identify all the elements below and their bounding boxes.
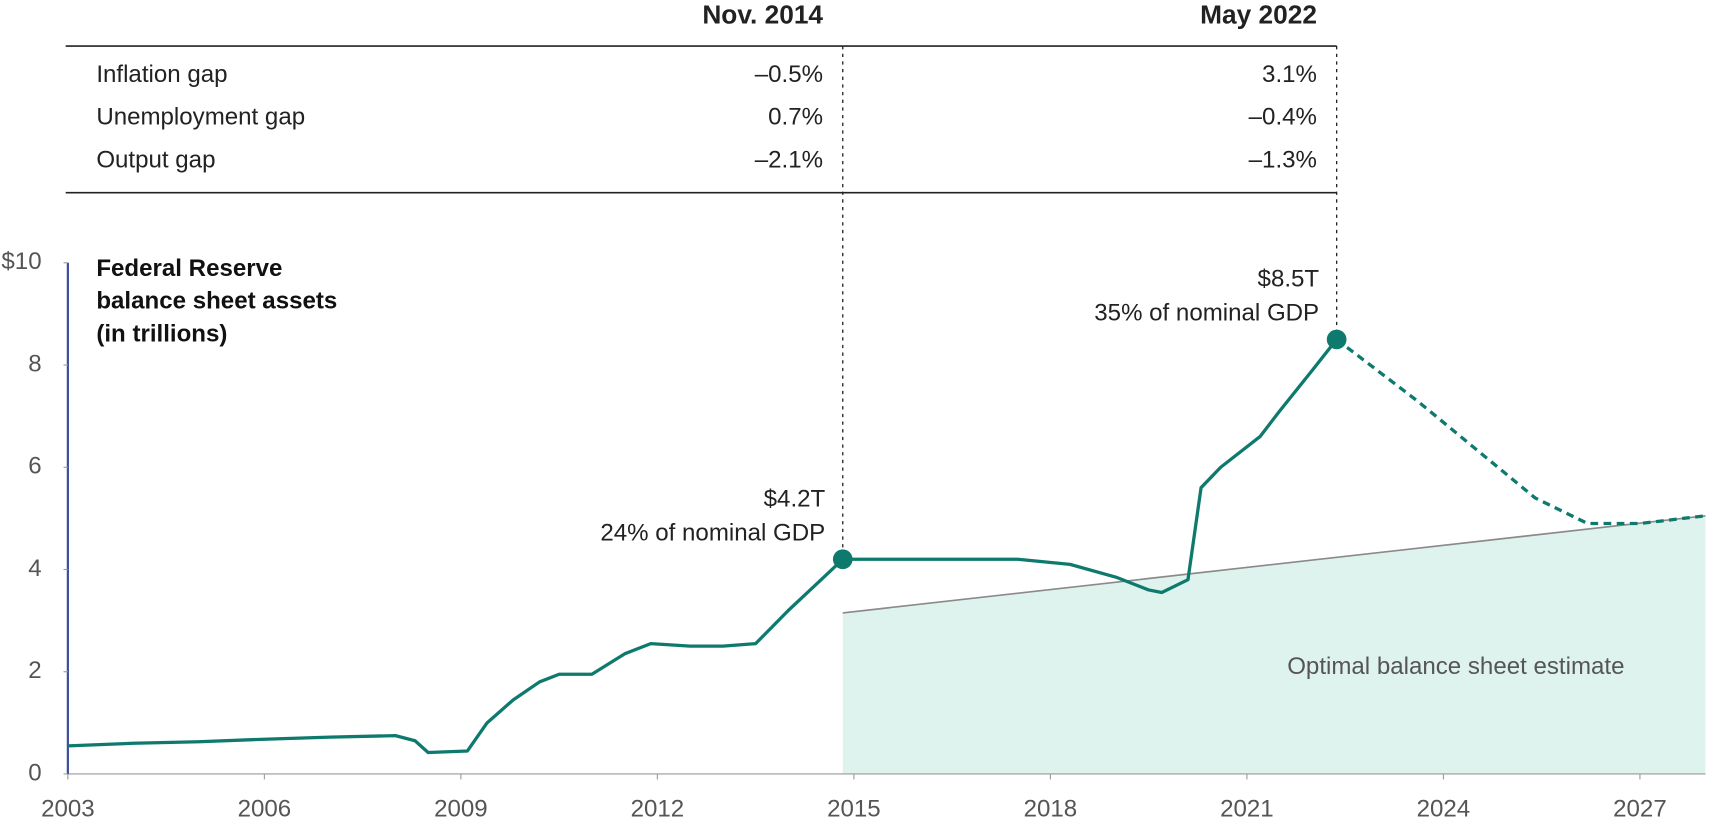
x-tick-label: 2003	[41, 795, 95, 820]
annotation: 24% of nominal GDP	[600, 519, 825, 546]
table-cell: –0.5%	[755, 61, 823, 88]
x-tick-label: 2015	[827, 795, 881, 820]
row-label: Inflation gap	[96, 61, 227, 88]
x-tick-label: 2009	[434, 795, 488, 820]
line	[1335, 338, 1706, 526]
y-tick-label: 0	[28, 759, 41, 786]
y-tick-label: 8	[28, 350, 41, 377]
annotation: 35% of nominal GDP	[1094, 300, 1319, 327]
y-tick-label: 2	[28, 657, 41, 684]
marker	[1326, 329, 1347, 350]
y-tick-label: 6	[28, 453, 41, 480]
y-tick-label: $10	[1, 248, 41, 275]
row-label: Output gap	[96, 146, 215, 173]
y-tick-label: 4	[28, 555, 41, 582]
x-tick-label: 2006	[238, 795, 292, 820]
x-tick-label: 2027	[1613, 795, 1667, 820]
table-cell: 0.7%	[768, 104, 823, 131]
table-cell: –2.1%	[755, 146, 823, 173]
table-header: Nov. 2014	[702, 0, 823, 29]
area-top-line	[842, 514, 1706, 614]
table-cell: 3.1%	[1262, 61, 1317, 88]
x-tick-label: 2021	[1220, 795, 1274, 820]
line	[67, 338, 1338, 755]
table-header: May 2022	[1200, 0, 1317, 29]
data-label: $8.5T	[1258, 266, 1320, 293]
area	[842, 515, 1706, 774]
table-cell: –1.3%	[1249, 146, 1317, 173]
data-label: $4.2T	[764, 486, 826, 513]
marker	[832, 549, 853, 570]
x-tick-label: 2012	[631, 795, 685, 820]
table-cell: –0.4%	[1249, 104, 1317, 131]
y-axis-title: Federal Reserve balance sheet assets (in…	[96, 254, 338, 348]
x-tick-label: 2024	[1417, 795, 1471, 820]
x-tick-label: 2018	[1024, 795, 1078, 820]
row-label: Unemployment gap	[96, 104, 305, 131]
area-label: Optimal balance sheet estimate	[1287, 653, 1624, 680]
y-axis-title-box: Federal Reserve balance sheet assets (in…	[96, 254, 338, 348]
